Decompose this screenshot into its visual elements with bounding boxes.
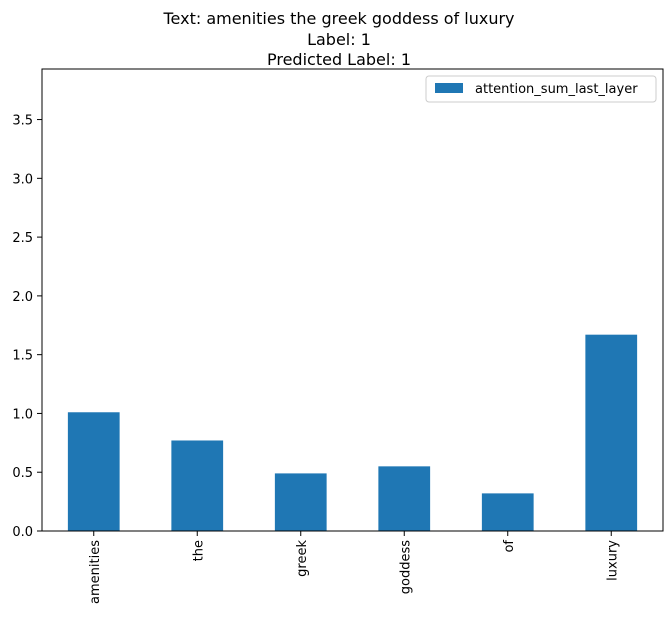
- bar-series: [67, 334, 638, 531]
- title-line-2: Label: 1: [307, 30, 371, 49]
- legend-box: [425, 75, 657, 103]
- y-tick-label: 0.5: [12, 466, 33, 481]
- x-axis: amenities the greek goddess of luxury: [88, 531, 620, 604]
- x-tick-label: amenities: [88, 540, 103, 604]
- y-axis: 0.0 0.5 1.0 1.5 2.0 2.5 3.0 3.5: [12, 114, 42, 540]
- y-tick-label: 0.0: [12, 525, 33, 540]
- x-tick-label: luxury: [605, 540, 620, 581]
- legend-label: attention_sum_last_layer: [475, 82, 638, 97]
- y-tick-label: 1.5: [12, 349, 33, 364]
- title-line-3: Predicted Label: 1: [267, 50, 411, 69]
- y-tick-label: 3.5: [12, 114, 33, 129]
- y-tick-label: 2.0: [12, 290, 33, 305]
- legend: attention_sum_last_layer: [425, 75, 657, 103]
- plot-frame: [41, 68, 664, 532]
- y-tick-label: 3.0: [12, 172, 33, 187]
- chart-title: Text: amenities the greek goddess of lux…: [162, 9, 514, 69]
- y-tick-label: 1.0: [12, 407, 33, 422]
- bar-the: [171, 440, 224, 531]
- x-tick-label: greek: [295, 540, 310, 577]
- bar-amenities: [67, 412, 120, 531]
- bar-luxury: [585, 334, 638, 531]
- title-line-1: Text: amenities the greek goddess of lux…: [162, 9, 514, 28]
- bar-greek: [274, 473, 327, 531]
- bar-goddess: [378, 466, 431, 531]
- x-tick-label: the: [191, 540, 206, 561]
- legend-swatch: [435, 83, 463, 93]
- x-tick-label: goddess: [398, 540, 413, 594]
- bar-of: [481, 493, 534, 531]
- x-tick-label: of: [502, 540, 517, 553]
- y-tick-label: 2.5: [12, 231, 33, 246]
